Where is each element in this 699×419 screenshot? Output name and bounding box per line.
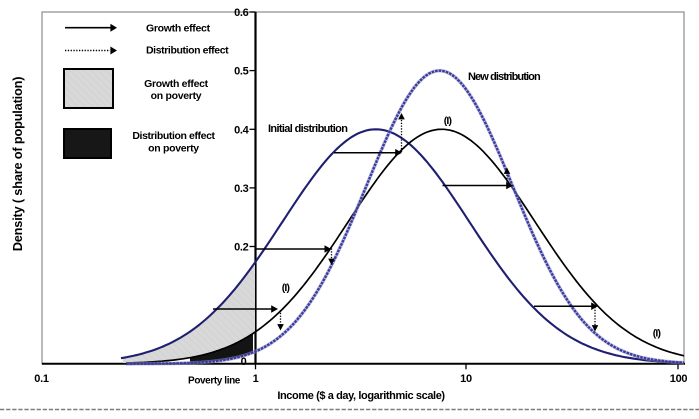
svg-text:1: 1 bbox=[253, 373, 259, 385]
svg-text:Distribution effect: Distribution effect bbox=[146, 45, 229, 57]
svg-text:100: 100 bbox=[670, 373, 688, 385]
svg-text:0.4: 0.4 bbox=[234, 124, 250, 136]
svg-text:Income ($ a day, logarithmic s: Income ($ a day, logarithmic scale) bbox=[277, 390, 445, 402]
svg-text:0.5: 0.5 bbox=[234, 66, 249, 78]
svg-text:Poverty line: Poverty line bbox=[188, 376, 241, 387]
svg-text:0.3: 0.3 bbox=[234, 183, 249, 195]
svg-text:Growth effect: Growth effect bbox=[144, 78, 209, 90]
svg-text:10: 10 bbox=[460, 373, 472, 385]
svg-text:(I): (I) bbox=[444, 115, 452, 127]
svg-text:New distribution: New distribution bbox=[468, 71, 541, 83]
svg-text:Density ( share of population): Density ( share of population) bbox=[10, 77, 25, 252]
svg-text:Growth effect: Growth effect bbox=[146, 23, 211, 35]
svg-text:Initial distribution: Initial distribution bbox=[268, 123, 348, 135]
svg-text:Distribution effect: Distribution effect bbox=[132, 130, 215, 142]
svg-text:on poverty: on poverty bbox=[148, 143, 199, 155]
svg-text:0.6: 0.6 bbox=[234, 7, 249, 19]
svg-text:0: 0 bbox=[241, 356, 247, 368]
svg-text:(I): (I) bbox=[282, 282, 290, 294]
svg-text:(I): (I) bbox=[653, 328, 661, 340]
svg-text:on poverty: on poverty bbox=[151, 90, 202, 102]
svg-text:0.1: 0.1 bbox=[34, 373, 49, 385]
svg-text:0.2: 0.2 bbox=[234, 242, 249, 254]
